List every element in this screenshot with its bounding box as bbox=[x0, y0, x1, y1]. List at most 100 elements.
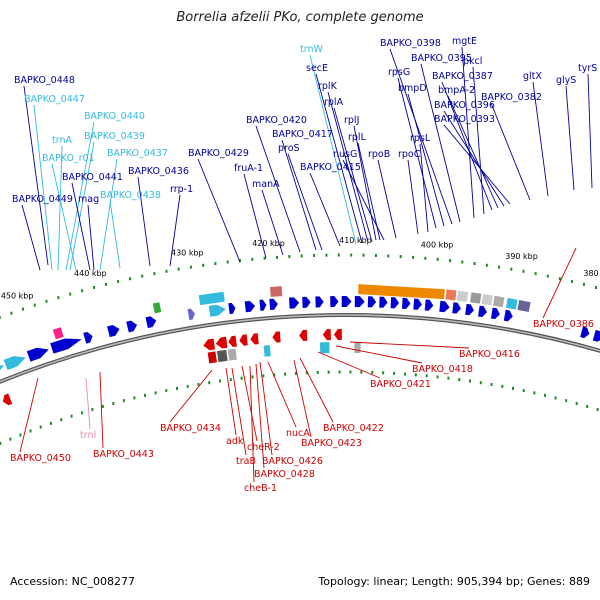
gene-label-top: BAPKO_0447 bbox=[24, 94, 85, 105]
feature-block bbox=[207, 351, 217, 364]
outer-tick bbox=[10, 311, 13, 315]
length-value: 905,394 bp; bbox=[456, 575, 524, 588]
inner-tick bbox=[262, 374, 265, 378]
outer-tick bbox=[337, 253, 340, 257]
inner-tick bbox=[425, 374, 428, 378]
inner-tick bbox=[19, 433, 22, 437]
gene-label-bottom: BAPKO_0434 bbox=[160, 423, 221, 434]
forward-gene bbox=[367, 296, 377, 308]
outer-tick bbox=[226, 260, 229, 264]
leader-line bbox=[19, 377, 39, 453]
leader-line bbox=[169, 194, 181, 267]
outer-tick bbox=[485, 263, 488, 267]
gene-label-top: BAPKO_0439 bbox=[84, 131, 145, 142]
tick-label: 390 kbp bbox=[505, 252, 538, 261]
forward-gene bbox=[465, 303, 474, 316]
leader-line bbox=[293, 359, 312, 438]
gene-label-top: glyS bbox=[556, 75, 576, 86]
gene-label-top: rplA bbox=[324, 97, 344, 108]
inner-tick bbox=[101, 404, 104, 408]
leader-line bbox=[259, 361, 273, 456]
feature-block bbox=[198, 291, 225, 306]
inner-tick bbox=[327, 370, 330, 374]
forward-gene bbox=[228, 302, 236, 315]
footer-accession: Accession: NC_008277 bbox=[10, 575, 135, 588]
gene-label-top: BAPKO_0448 bbox=[14, 75, 75, 86]
gene-label-top: bmpA-2 bbox=[438, 85, 475, 96]
leader-line bbox=[389, 48, 453, 225]
gene-label-top: BAPKO_0395 bbox=[411, 53, 472, 64]
outer-tick bbox=[582, 282, 585, 286]
leader-line bbox=[287, 153, 323, 251]
forward-gene bbox=[390, 297, 400, 309]
inner-tick bbox=[533, 391, 536, 395]
gene-label-top: BAPKO_r01 bbox=[42, 153, 95, 164]
inner-tick bbox=[414, 373, 417, 377]
reverse-gene bbox=[322, 329, 331, 341]
inner-tick bbox=[469, 379, 472, 383]
inner-tick bbox=[447, 376, 450, 380]
leader-line bbox=[255, 363, 265, 469]
gene-label-bottom: BAPKO_0418 bbox=[412, 364, 473, 375]
gene-label-top: pkcl bbox=[463, 56, 482, 67]
forward-gene bbox=[315, 296, 324, 308]
leader-line bbox=[225, 367, 237, 436]
outer-tick bbox=[362, 253, 365, 257]
leader-line bbox=[71, 182, 91, 271]
leader-line bbox=[565, 85, 575, 191]
outer-tick bbox=[546, 274, 549, 278]
reverse-gene bbox=[2, 393, 13, 406]
outer-tick bbox=[0, 315, 1, 319]
outer-tick bbox=[214, 262, 217, 266]
gene-label-top: gltX bbox=[523, 71, 542, 82]
feature-block bbox=[481, 294, 493, 306]
leader-line bbox=[333, 107, 373, 243]
leader-line bbox=[299, 357, 334, 423]
leader-line bbox=[249, 365, 255, 483]
leader-line bbox=[542, 247, 577, 319]
gene-label-top: BAPKO_0382 bbox=[481, 92, 542, 103]
gene-label-bottom: traB bbox=[236, 456, 256, 467]
inner-tick bbox=[522, 389, 525, 393]
outer-tick bbox=[117, 279, 120, 283]
feature-block bbox=[457, 290, 469, 302]
topology-label: Topology: bbox=[318, 575, 370, 588]
inner-tick bbox=[122, 399, 125, 403]
gene-label-top: rpoB bbox=[368, 149, 390, 160]
inner-tick bbox=[165, 389, 168, 393]
feature-block bbox=[52, 327, 64, 340]
leader-line bbox=[109, 200, 121, 269]
forward-gene bbox=[401, 297, 411, 309]
forward-gene bbox=[259, 299, 267, 311]
forward-gene bbox=[452, 302, 461, 314]
inner-tick bbox=[382, 371, 385, 375]
topology-value: linear; bbox=[373, 575, 409, 588]
forward-gene bbox=[126, 320, 138, 333]
outer-tick bbox=[325, 253, 328, 257]
inner-tick bbox=[251, 375, 254, 379]
tick-label: 380 kbp bbox=[583, 269, 600, 278]
leader-line bbox=[407, 159, 419, 235]
inner-tick bbox=[60, 418, 63, 422]
leader-line bbox=[281, 139, 317, 251]
feature-block bbox=[492, 295, 505, 308]
gene-label-top: bmpD bbox=[398, 83, 427, 94]
reverse-gene bbox=[215, 336, 228, 349]
leader-line bbox=[261, 189, 284, 256]
forward-gene bbox=[424, 299, 434, 311]
inner-tick bbox=[70, 414, 73, 418]
outer-tick bbox=[69, 292, 72, 296]
outer-tick bbox=[558, 277, 561, 281]
inner-tick bbox=[240, 376, 243, 380]
outer-tick bbox=[534, 272, 537, 276]
leader-line bbox=[447, 95, 499, 209]
outer-tick-track bbox=[0, 253, 597, 319]
gene-label-top: mag bbox=[78, 194, 99, 205]
reverse-gene bbox=[239, 334, 248, 346]
tick-label: 450 kbp bbox=[1, 291, 34, 300]
forward-gene bbox=[208, 304, 226, 317]
outer-tick bbox=[33, 303, 36, 307]
reverse-gene bbox=[333, 329, 342, 341]
gene-label-bottom: cheR-2 bbox=[247, 442, 280, 453]
outer-tick bbox=[177, 267, 180, 271]
